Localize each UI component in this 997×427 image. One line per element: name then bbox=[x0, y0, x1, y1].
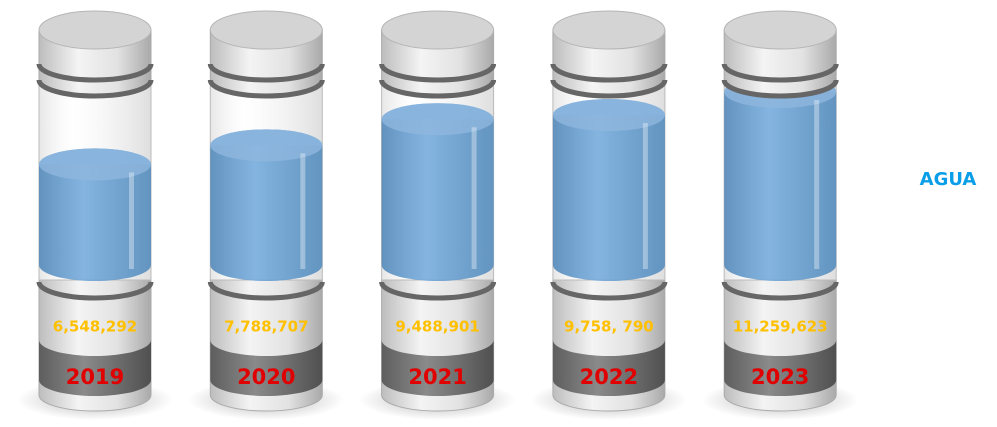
ring bbox=[721, 63, 839, 83]
cap-top bbox=[552, 10, 666, 50]
liquid-shade bbox=[381, 119, 494, 281]
cap-top bbox=[381, 10, 495, 50]
ring bbox=[721, 281, 839, 301]
cylinder: 9,488,901 2021 bbox=[359, 10, 516, 420]
year-band bbox=[210, 340, 323, 396]
highlight bbox=[300, 153, 306, 269]
cylinder: 11,259,623 2023 bbox=[702, 10, 859, 420]
cylinder: 6,548,292 2019 bbox=[17, 10, 173, 420]
value-label: 11,259,623 bbox=[733, 318, 828, 336]
ring bbox=[36, 63, 154, 83]
year-band bbox=[724, 340, 837, 396]
year-band bbox=[552, 340, 665, 396]
highlight bbox=[814, 100, 820, 269]
category-label: 2023 bbox=[751, 365, 809, 389]
liquid-surface bbox=[552, 99, 665, 132]
cylinder: 9,758, 790 2022 bbox=[530, 10, 687, 420]
ring bbox=[207, 79, 325, 99]
liquid-shade bbox=[552, 115, 665, 281]
value-label: 9,758, 790 bbox=[564, 318, 654, 336]
value-label: 9,488,901 bbox=[395, 318, 479, 336]
liquid-shade bbox=[39, 164, 151, 281]
ring bbox=[379, 63, 497, 83]
highlight bbox=[642, 123, 648, 269]
ring bbox=[207, 281, 325, 301]
liquid-surface bbox=[210, 129, 323, 162]
category-label: 2019 bbox=[66, 365, 124, 389]
ring bbox=[379, 79, 497, 99]
liquid-surface bbox=[381, 103, 494, 136]
liquid-surface bbox=[39, 148, 151, 181]
cap-top bbox=[209, 10, 323, 50]
highlight bbox=[471, 127, 477, 269]
category-label: 2022 bbox=[580, 365, 638, 389]
ring bbox=[36, 79, 154, 99]
ring bbox=[550, 63, 668, 83]
cap-top bbox=[38, 10, 152, 50]
ring bbox=[721, 79, 839, 99]
liquid-shade bbox=[724, 92, 837, 281]
liquid-shade bbox=[210, 145, 323, 281]
ring bbox=[36, 281, 154, 301]
value-label: 7,788,707 bbox=[224, 318, 308, 336]
ring bbox=[379, 281, 497, 301]
ring bbox=[550, 281, 668, 301]
highlight bbox=[129, 172, 134, 269]
cylinder: 7,788,707 2020 bbox=[188, 10, 345, 420]
category-label: 2020 bbox=[237, 365, 295, 389]
legend-label: AGUA bbox=[920, 169, 977, 190]
value-label: 6,548,292 bbox=[53, 318, 137, 336]
ring bbox=[550, 79, 668, 99]
year-band bbox=[39, 340, 151, 396]
cap-top bbox=[723, 10, 837, 50]
year-band bbox=[381, 340, 494, 396]
ring bbox=[207, 63, 325, 83]
category-label: 2021 bbox=[408, 365, 466, 389]
